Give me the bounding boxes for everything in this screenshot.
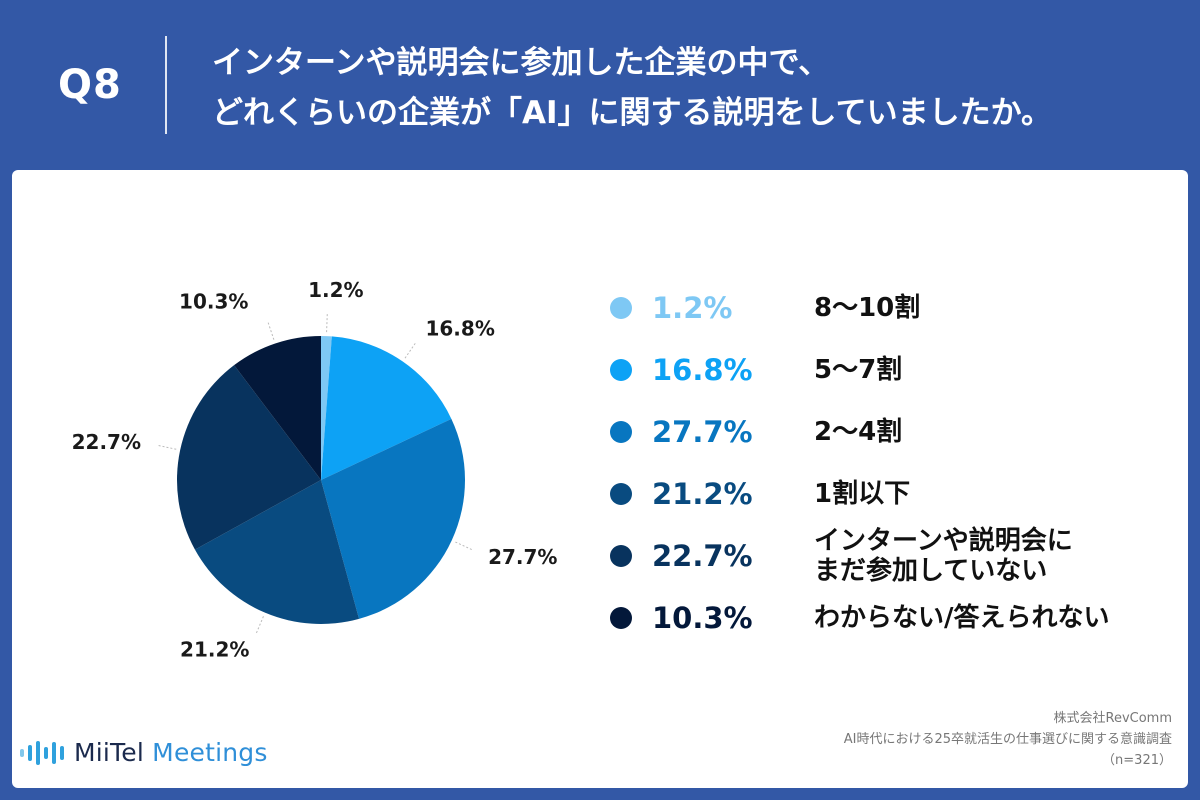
question-text: インターンや説明会に参加した企業の中で、 どれくらいの企業が「AI」に関する説明… bbox=[212, 38, 1172, 138]
pie-slice bbox=[177, 365, 321, 550]
chart-panel: 1.2% 16.8% 27.7% 21.2% 22.7% 10.3% 1.2% 8〜10割 1… bbox=[12, 170, 1188, 788]
question-line-2: どれくらいの企業が「AI」に関する説明をしていましたか。 bbox=[212, 95, 1052, 131]
pie-leader-line bbox=[156, 444, 177, 450]
source-note: 株式会社RevComm AI時代における25卒就活生の仕事選びに関する意識調査 … bbox=[844, 708, 1172, 771]
legend-item: 16.8% 5〜7割 bbox=[610, 346, 902, 394]
pie-leader-line bbox=[455, 541, 474, 551]
legend-value: 16.8% bbox=[652, 353, 753, 387]
pie-leader-line bbox=[267, 320, 275, 340]
legend-dot-icon bbox=[610, 359, 632, 381]
pie-chart: 1.2% 16.8% 27.7% 21.2% 22.7% 10.3% bbox=[72, 278, 558, 662]
brand-name-part1: MiiTel bbox=[74, 738, 145, 767]
legend-label: 8〜10割 bbox=[814, 293, 921, 323]
legend-value: 22.7% bbox=[652, 539, 753, 573]
source-company: 株式会社RevComm bbox=[1053, 711, 1173, 726]
question-number: Q8 bbox=[58, 62, 122, 108]
pie-leader-line bbox=[255, 616, 264, 635]
pie-slice bbox=[321, 336, 452, 480]
pie-slice bbox=[321, 336, 332, 480]
legend-item: 1.2% 8〜10割 bbox=[610, 284, 920, 332]
pie-data-label: 21.2% bbox=[180, 638, 249, 662]
question-line-1: インターンや説明会に参加した企業の中で、 bbox=[212, 45, 830, 81]
source-sample-size: （n=321） bbox=[1102, 753, 1172, 768]
legend-dot-icon bbox=[610, 421, 632, 443]
pie-data-label: 10.3% bbox=[179, 290, 248, 314]
header: Q8 インターンや説明会に参加した企業の中で、 どれくらいの企業が「AI」に関す… bbox=[0, 0, 1200, 170]
header-divider bbox=[165, 36, 167, 134]
legend-label: 2〜4割 bbox=[814, 417, 903, 447]
legend-dot-icon bbox=[610, 607, 632, 629]
pie-slice bbox=[234, 336, 321, 480]
legend-label: 1割以下 bbox=[814, 479, 911, 509]
pie-data-label: 1.2% bbox=[308, 278, 363, 302]
soundwave-icon bbox=[20, 740, 64, 765]
legend-dot-icon bbox=[610, 545, 632, 567]
legend-value: 1.2% bbox=[652, 291, 733, 325]
brand-logo: MiiTel Meetings bbox=[20, 738, 268, 767]
legend-item: 21.2% 1割以下 bbox=[610, 470, 910, 518]
pie-data-label: 16.8% bbox=[425, 317, 494, 341]
source-survey: AI時代における25卒就活生の仕事選びに関する意識調査 bbox=[843, 732, 1172, 747]
pie-slice bbox=[194, 480, 360, 624]
legend-label: わからない/答えられない bbox=[814, 603, 1110, 633]
brand-name: MiiTel Meetings bbox=[74, 738, 268, 767]
pie-leader-line bbox=[326, 312, 328, 333]
legend-item: 22.7% インターンや説明会に まだ参加していない bbox=[610, 526, 1073, 586]
legend-label: 5〜7割 bbox=[814, 355, 903, 385]
legend-dot-icon bbox=[610, 483, 632, 505]
pie-slice bbox=[321, 418, 465, 619]
legend: 1.2% 8〜10割 16.8% 5〜7割 27.7% 2〜4割 21.2% 1割以下 22.7… bbox=[12, 170, 1188, 788]
pie-data-label: 22.7% bbox=[72, 430, 141, 454]
legend-item: 27.7% 2〜4割 bbox=[610, 408, 902, 456]
legend-value: 10.3% bbox=[652, 601, 753, 635]
legend-value: 27.7% bbox=[652, 415, 753, 449]
legend-item: 10.3% わからない/答えられない bbox=[610, 594, 1110, 642]
legend-value: 21.2% bbox=[652, 477, 753, 511]
pie-data-label: 27.7% bbox=[488, 545, 557, 569]
legend-dot-icon bbox=[610, 297, 632, 319]
brand-name-part2: Meetings bbox=[152, 738, 268, 767]
legend-label: インターンや説明会に まだ参加していない bbox=[814, 526, 1073, 586]
